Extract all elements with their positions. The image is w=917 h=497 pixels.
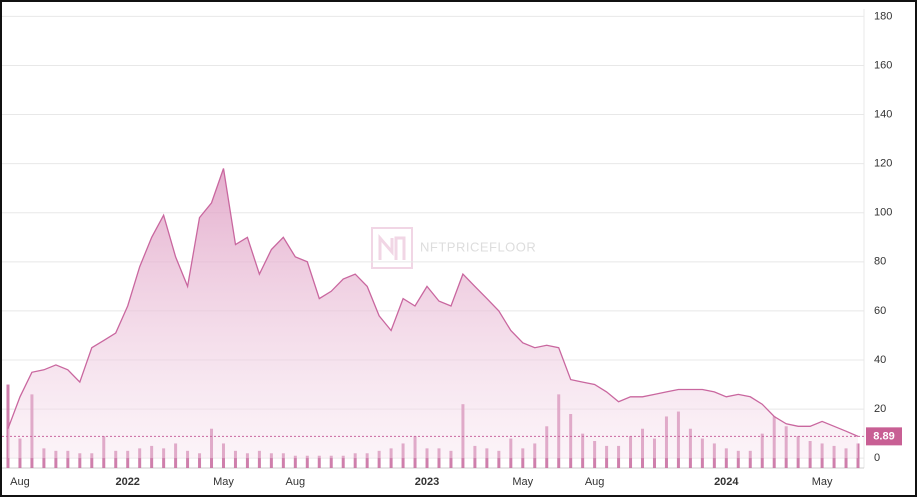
x-tick-label: May	[812, 476, 833, 488]
x-tick-label: 2023	[415, 476, 439, 488]
volume-bar	[66, 450, 70, 468]
x-tick-label: 2022	[115, 476, 139, 488]
y-tick-label: 140	[874, 108, 892, 120]
volume-bar	[233, 450, 237, 468]
volume-bar	[186, 450, 190, 468]
y-tick-label: 60	[874, 305, 886, 317]
volume-bar	[377, 450, 381, 468]
y-tick-label: 40	[874, 354, 886, 366]
volume-bar	[317, 455, 321, 468]
volume-bar	[736, 450, 740, 468]
y-tick-label: 20	[874, 403, 886, 415]
volume-bar	[293, 455, 297, 468]
y-tick-label: 80	[874, 256, 886, 268]
volume-bar	[245, 453, 249, 468]
volume-bar	[257, 450, 261, 468]
volume-bar	[856, 443, 860, 468]
volume-bar	[365, 453, 369, 468]
volume-bar	[353, 453, 357, 468]
volume-bar	[748, 450, 752, 468]
x-tick-label: 2024	[714, 476, 739, 488]
watermark-logo	[371, 227, 413, 269]
volume-bar	[78, 453, 82, 468]
x-tick-label: Aug	[10, 476, 30, 488]
volume-bar	[305, 455, 309, 468]
volume-bar	[54, 450, 58, 468]
volume-bar	[329, 455, 333, 468]
volume-bar	[497, 450, 501, 468]
y-tick-label: 180	[874, 10, 892, 22]
area-fill	[7, 168, 859, 459]
x-tick-label: May	[213, 476, 234, 488]
last-value-label: 8.89	[873, 430, 894, 442]
price-line	[7, 168, 859, 437]
last-value-badge	[866, 427, 902, 446]
y-tick-label: 0	[874, 452, 880, 464]
volume-bar	[341, 455, 345, 468]
volume-bar	[126, 450, 130, 468]
volume-bar	[114, 450, 118, 468]
y-tick-label: 160	[874, 59, 892, 71]
y-tick-label: 120	[874, 158, 892, 170]
volume-bar	[449, 450, 453, 468]
volume-bar	[269, 453, 273, 468]
x-tick-label: Aug	[585, 476, 605, 488]
volume-bar	[198, 453, 202, 468]
volume-bar	[90, 453, 94, 468]
x-tick-label: Aug	[286, 476, 306, 488]
watermark: NFTPRICEFLOOR	[420, 239, 536, 254]
volume-bar	[281, 453, 285, 468]
y-tick-label: 100	[874, 207, 892, 219]
x-tick-label: May	[512, 476, 533, 488]
volume-bar	[6, 384, 10, 468]
